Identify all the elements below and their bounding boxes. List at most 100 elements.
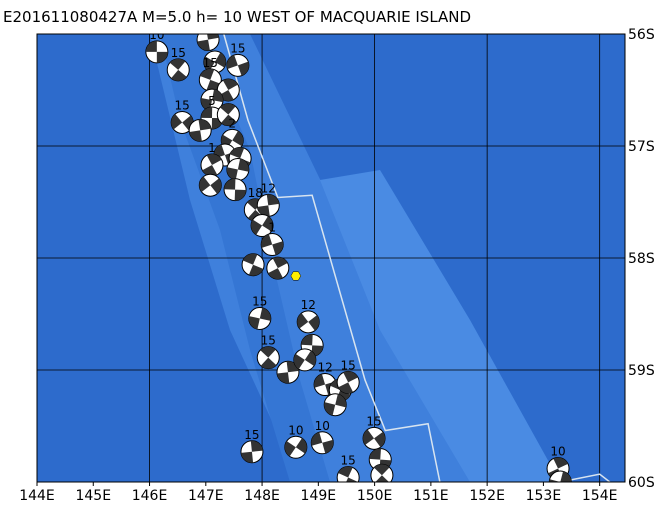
beachball-quadrant [311,345,324,357]
event-label: 15 [341,358,356,372]
beachball-quadrant [171,113,183,130]
lon-tick-label: 152E [469,488,505,504]
event-label: 2 [228,116,236,130]
beachball-quadrant [301,334,313,346]
beachball-quadrant [156,51,168,63]
beachball-quadrant [311,432,323,446]
beachball-quadrant [210,178,222,194]
beachball [198,173,222,197]
beachball [188,118,212,142]
beachball-quadrant [189,130,202,142]
beachball-quadrant [374,431,386,448]
beachball-quadrant [203,56,215,72]
beachball-quadrant [272,241,284,256]
beachball [145,40,169,64]
beachball [216,103,240,127]
grid [37,34,625,482]
beachball-quadrant [199,176,211,192]
beachball-quadrant [221,114,237,126]
beachball-quadrant [242,253,258,265]
beachball-quadrant [257,205,270,217]
event-label: 12 [317,361,332,375]
lon-tick-label: 149E [301,488,337,504]
lon-tick-label: 150E [357,488,393,504]
beachball [336,370,360,394]
beachball-quadrant [248,316,260,330]
beachball-quadrant [553,457,568,469]
lon-tick-label: 144E [19,488,55,504]
beachball-quadrant [260,357,277,369]
beachball [226,53,250,77]
beachball-quadrant [295,438,307,454]
beachball-quadrant [200,107,213,118]
event-label: 10 [149,28,164,42]
beachball [240,440,264,464]
event-label: 15 [175,98,190,112]
beachball [370,463,394,482]
beachball-quadrant [145,40,157,52]
beachball [248,306,272,330]
beachball-quadrant [232,130,244,147]
beachball-quadrant [198,119,212,131]
title: E201611080427A M=5.0 h= 10 WEST OF MACQU… [3,8,471,26]
beachball-quadrant [171,69,187,81]
beachball-quadrant [268,268,283,280]
beachball [250,214,274,238]
beachball-quadrant [250,440,263,452]
beachball-quadrant [284,441,296,457]
beachball-quadrant [222,79,238,90]
beachball-quadrant [375,475,389,482]
beachball-quadrant [197,39,210,51]
beachball [284,435,308,459]
lat-tick-label: 56S [628,27,655,43]
beachball [196,34,220,52]
beachball [296,310,320,334]
beachball-quadrant [277,372,290,384]
beachball-quadrant [324,402,336,416]
lat-tick-label: 60S [628,475,655,491]
lon-tick-label: 148E [244,488,280,504]
event-label: 10 [550,445,565,459]
event-label: 15 [366,414,381,428]
axes: 144E 145E 146E 147E 148E 149E 150E 151E 152E 153E… [19,27,655,504]
event-label: 18 [248,186,263,200]
beachball [241,253,265,277]
beachball-quadrant [237,158,249,172]
beachball-quadrant [338,466,353,478]
beachball-quadrant [251,219,263,235]
lon-tick-label: 147E [188,488,224,504]
beachball [200,153,224,177]
lon-tick-label: 145E [75,488,111,504]
event-label: 15 [252,294,267,308]
beachball-quadrant [374,464,390,476]
beachball-quadrant [343,371,359,383]
beachball-quadrant [206,154,222,166]
beachball-quadrant [262,216,274,232]
beachball-quadrant [207,34,219,40]
lat-tick-label: 58S [628,251,655,267]
lon-tick-label: 151E [413,488,449,504]
boundary-line [223,34,441,482]
beachball [548,470,572,482]
lon-tick-label: 154E [582,488,618,504]
beachball-quadrant [214,52,226,68]
beachball-quadrant [314,374,326,388]
beachball-quadrant [272,257,288,269]
beachball [336,466,360,482]
beachball [293,348,317,372]
beachball [223,178,247,202]
event-label: 15 [244,428,259,442]
beachball-quadrant [241,451,254,463]
event-label: 12 [301,298,316,312]
beachball-quadrant [261,234,273,248]
map-frame [36,33,626,483]
beachball-quadrant [560,471,572,482]
beachball-quadrant [200,68,215,80]
beachball [226,158,250,182]
event-label: 12 [261,181,276,195]
event-label: 10 [288,423,303,437]
beachball [323,393,347,417]
